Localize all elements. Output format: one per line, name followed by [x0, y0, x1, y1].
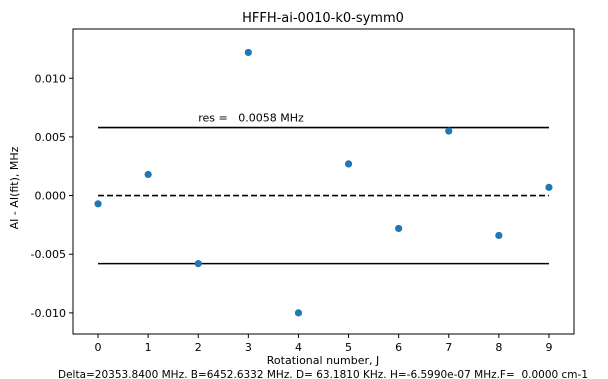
data-point — [344, 160, 353, 168]
x-tick-label: 0 — [95, 341, 102, 354]
residual-annotation: res = 0.0058 MHz — [198, 112, 304, 125]
x-tick-label: 9 — [545, 341, 552, 354]
data-point — [545, 183, 553, 191]
data-point — [94, 200, 102, 208]
x-tick-label: 1 — [145, 341, 152, 354]
chart-title: HFFH-ai-0010-k0-symm0 — [242, 11, 404, 26]
y-tick-label: 0.000 — [35, 190, 67, 203]
data-point — [294, 309, 303, 317]
y-axis-ticks: 0.010 0.005 0.000 -0.005 -0.010 — [31, 72, 73, 320]
y-tick-label: 0.010 — [35, 72, 67, 85]
parameters-footer: Delta=20353.8400 MHz. B=6452.6332 MHz. D… — [58, 369, 588, 379]
y-axis-label: AI - AI(fit), MHz — [8, 146, 21, 229]
x-tick-label: 7 — [445, 341, 452, 354]
data-point — [495, 231, 503, 240]
data-point — [244, 48, 252, 57]
plot-frame — [72, 28, 575, 335]
x-axis-label: Rotational number, J — [267, 354, 379, 367]
x-axis-ticks: 0 1 2 3 4 5 6 7 8 9 — [95, 334, 552, 354]
x-tick-label: 3 — [245, 341, 252, 354]
reference-lines — [98, 126, 549, 265]
x-tick-label: 6 — [395, 341, 402, 354]
data-point — [445, 127, 453, 135]
x-tick-label: 2 — [195, 341, 202, 354]
data-point — [194, 260, 202, 268]
x-tick-label: 5 — [345, 341, 352, 354]
y-tick-label: -0.010 — [31, 307, 66, 320]
y-tick-label: 0.005 — [35, 131, 67, 144]
data-point — [144, 170, 152, 179]
data-point — [395, 224, 403, 233]
y-tick-label: -0.005 — [31, 248, 66, 261]
x-tick-label: 8 — [495, 341, 502, 354]
x-tick-label: 4 — [295, 341, 302, 354]
data-points — [94, 48, 553, 317]
plot-area — [72, 28, 575, 335]
